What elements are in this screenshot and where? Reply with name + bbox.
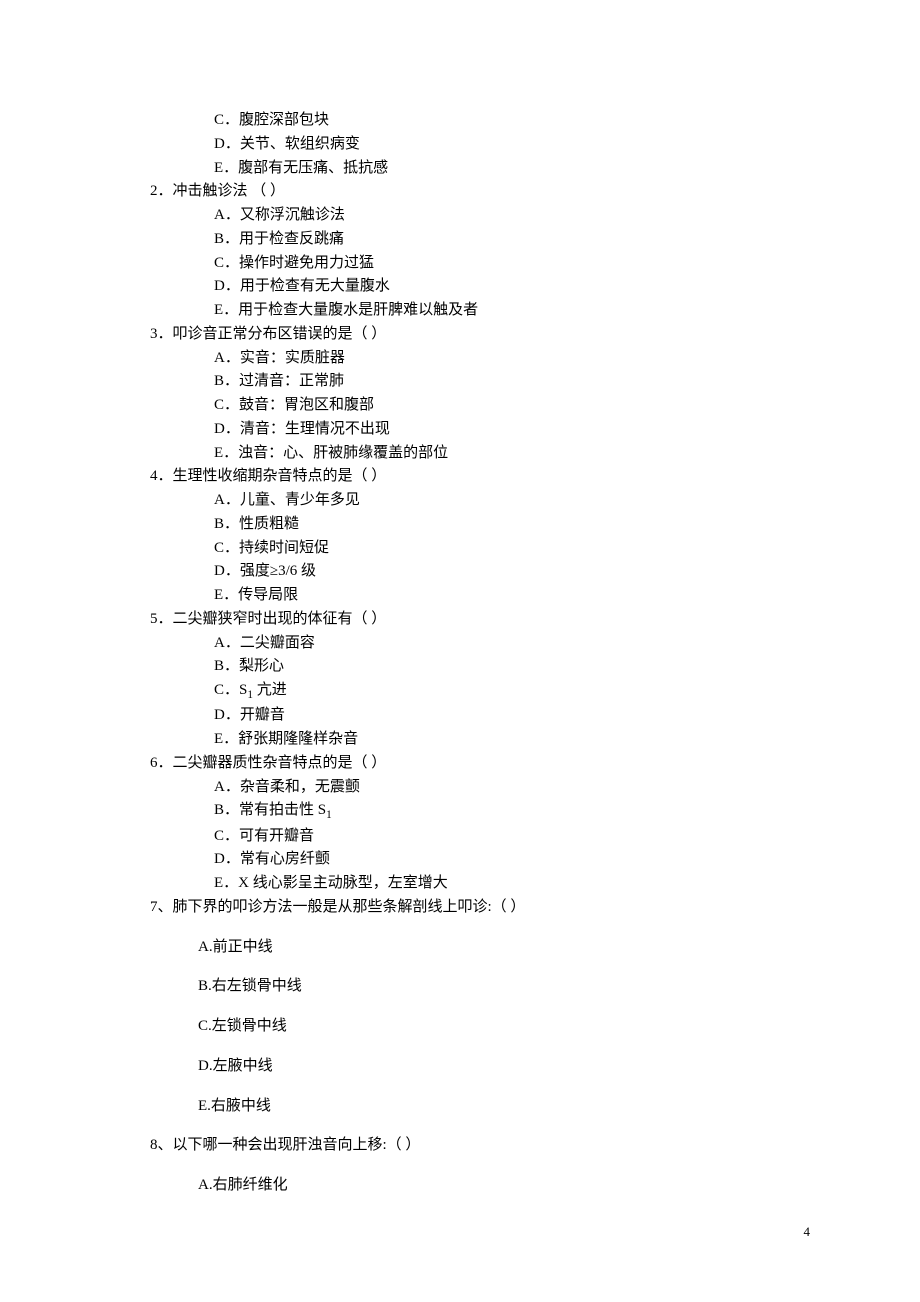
- q5-option-d: D．开瓣音: [150, 705, 770, 727]
- document-page: C．腹腔深部包块 D．关节、软组织病变 E．腹部有无压痛、抵抗感 2．冲击触诊法…: [0, 0, 920, 1302]
- q2-option-c: C．操作时避免用力过猛: [150, 253, 770, 275]
- q5-option-e: E．舒张期隆隆样杂音: [150, 729, 770, 751]
- q7-option-e: E.右腋中线: [150, 1096, 770, 1118]
- q7-stem: 7、肺下界的叩诊方法一般是从那些条解剖线上叩诊:（ ）: [150, 897, 770, 919]
- q2-option-b: B．用于检查反跳痛: [150, 229, 770, 251]
- q7-option-a: A.前正中线: [150, 937, 770, 959]
- q4-stem: 4．生理性收缩期杂音特点的是（ ）: [150, 466, 770, 488]
- q8-option-a: A.右肺纤维化: [150, 1175, 770, 1197]
- q4-option-c: C．持续时间短促: [150, 538, 770, 560]
- q2-option-e: E．用于检查大量腹水是肝脾难以触及者: [150, 300, 770, 322]
- q8-stem: 8、以下哪一种会出现肝浊音向上移:（ ）: [150, 1135, 770, 1157]
- q4-option-e: E．传导局限: [150, 585, 770, 607]
- q6-option-b-pre: B．常有拍击性 S: [214, 802, 326, 818]
- q7-option-c: C.左锁骨中线: [150, 1016, 770, 1038]
- q3-option-c: C．鼓音：胃泡区和腹部: [150, 395, 770, 417]
- q6-option-e: E．X 线心影呈主动脉型，左室增大: [150, 873, 770, 895]
- q7-option-d: D.左腋中线: [150, 1056, 770, 1078]
- q7-option-b: B.右左锁骨中线: [150, 976, 770, 998]
- q5-option-c-post: 亢进: [253, 682, 287, 698]
- q6-option-d: D．常有心房纤颤: [150, 849, 770, 871]
- q5-option-a: A．二尖瓣面容: [150, 633, 770, 655]
- q2-option-d: D．用于检查有无大量腹水: [150, 276, 770, 298]
- q6-option-a: A．杂音柔和，无震颤: [150, 777, 770, 799]
- q3-option-e: E．浊音：心、肝被肺缘覆盖的部位: [150, 443, 770, 465]
- q5-stem: 5．二尖瓣狭窄时出现的体征有（ ）: [150, 609, 770, 631]
- q5-option-c: C．S1 亢进: [150, 680, 770, 703]
- q6-option-b: B．常有拍击性 S1: [150, 800, 770, 823]
- q6-option-b-sub: 1: [326, 809, 332, 821]
- q4-option-a: A．儿童、青少年多见: [150, 490, 770, 512]
- q3-option-b: B．过清音：正常肺: [150, 371, 770, 393]
- q3-stem: 3．叩诊音正常分布区错误的是（ ）: [150, 324, 770, 346]
- q3-option-a: A．实音：实质脏器: [150, 348, 770, 370]
- q3-option-d: D．清音：生理情况不出现: [150, 419, 770, 441]
- q6-option-c: C．可有开瓣音: [150, 826, 770, 848]
- page-number: 4: [804, 1223, 811, 1242]
- q6-stem: 6．二尖瓣器质性杂音特点的是（ ）: [150, 753, 770, 775]
- q5-option-b: B．梨形心: [150, 656, 770, 678]
- q1-option-c: C．腹腔深部包块: [150, 110, 770, 132]
- q1-option-e: E．腹部有无压痛、抵抗感: [150, 158, 770, 180]
- q1-option-d: D．关节、软组织病变: [150, 134, 770, 156]
- q4-option-b: B．性质粗糙: [150, 514, 770, 536]
- q4-option-d: D．强度≥3/6 级: [150, 561, 770, 583]
- q2-stem: 2．冲击触诊法 （ ）: [150, 181, 770, 203]
- q5-option-c-pre: C．S: [214, 682, 247, 698]
- q2-option-a: A．又称浮沉触诊法: [150, 205, 770, 227]
